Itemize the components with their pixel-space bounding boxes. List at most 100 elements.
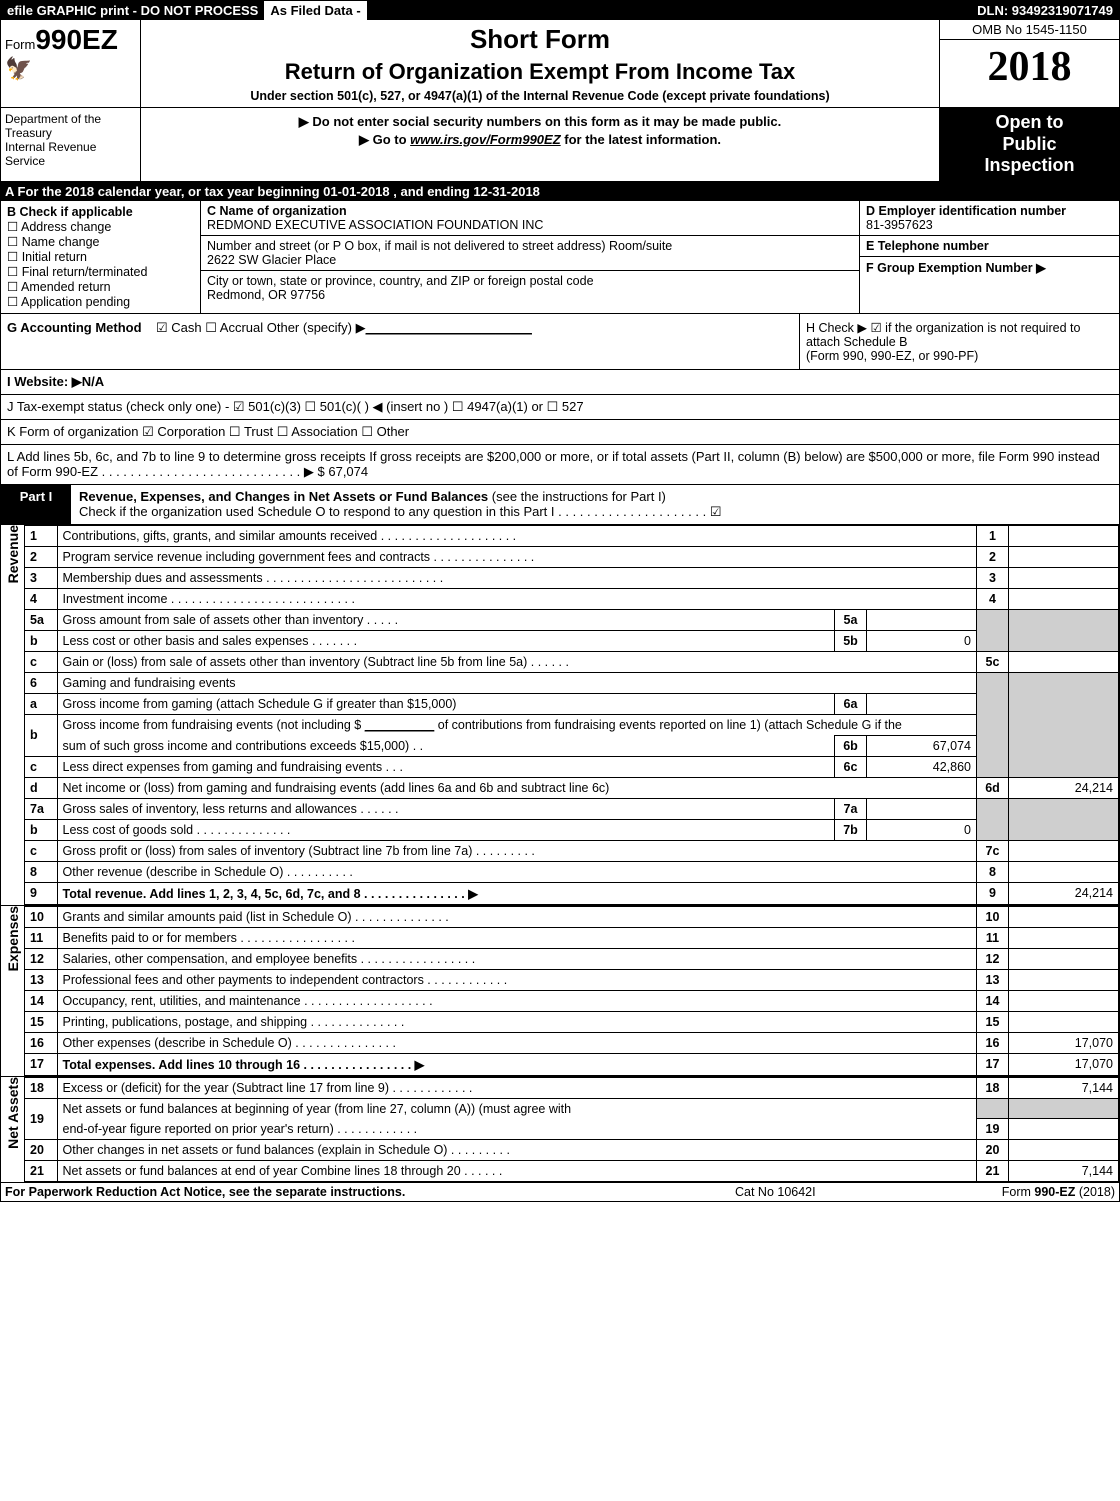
- part-1-paren: (see the instructions for Part I): [488, 489, 666, 504]
- phone-label: E Telephone number: [866, 239, 989, 253]
- page-footer: For Paperwork Reduction Act Notice, see …: [1, 1183, 1119, 1201]
- section-def: D Employer identification number 81-3957…: [859, 201, 1119, 313]
- sched-b-line1: H Check ▶ ☑ if the organization is not r…: [806, 320, 1113, 349]
- accounting-other-line[interactable]: _______________________: [366, 320, 532, 335]
- line-7c: cGross profit or (loss) from sales of in…: [25, 840, 1119, 861]
- paperwork-notice: For Paperwork Reduction Act Notice, see …: [5, 1185, 735, 1199]
- line-6b-1: bGross income from fundraising events (n…: [25, 714, 1119, 735]
- org-name-label: C Name of organization: [207, 204, 347, 218]
- line-6b-2: sum of such gross income and contributio…: [25, 735, 1119, 756]
- group-exemption-cell: F Group Exemption Number ▶: [860, 257, 1119, 313]
- phone-cell: E Telephone number: [860, 236, 1119, 257]
- irs-eagle-icon: 🦅: [5, 56, 136, 82]
- chk-amended-return[interactable]: ☐ Amended return: [7, 279, 194, 294]
- efile-bar: efile GRAPHIC print - DO NOT PROCESS As …: [1, 1, 1119, 20]
- dln-label: DLN: 93492319071749: [971, 1, 1119, 20]
- section-i-website: I Website: ▶N/A: [1, 370, 1119, 395]
- form-header: Form990EZ 🦅 Short Form Return of Organiz…: [1, 20, 1119, 108]
- line-6a: aGross income from gaming (attach Schedu…: [25, 693, 1119, 714]
- line-17: 17Total expenses. Add lines 10 through 1…: [25, 1053, 1119, 1075]
- expenses-table: 10Grants and similar amounts paid (list …: [25, 906, 1119, 1076]
- section-c: C Name of organization REDMOND EXECUTIVE…: [201, 201, 859, 313]
- line-12: 12Salaries, other compensation, and empl…: [25, 948, 1119, 969]
- open-public-box: Open to Public Inspection: [939, 108, 1119, 181]
- line-19a: 19Net assets or fund balances at beginni…: [25, 1098, 1119, 1119]
- section-g: G Accounting Method ☑ Cash ☐ Accrual Oth…: [1, 314, 799, 369]
- line-21: 21Net assets or fund balances at end of …: [25, 1161, 1119, 1182]
- org-street-label: Number and street (or P O box, if mail i…: [207, 239, 672, 253]
- inspection: Inspection: [944, 155, 1115, 177]
- return-title: Return of Organization Exempt From Incom…: [149, 59, 931, 85]
- row-a-tax-year: A For the 2018 calendar year, or tax yea…: [1, 182, 1119, 201]
- public: Public: [944, 134, 1115, 156]
- ein-cell: D Employer identification number 81-3957…: [860, 201, 1119, 236]
- form-990ez-page: efile GRAPHIC print - DO NOT PROCESS As …: [0, 0, 1120, 1202]
- line-6: 6Gaming and fundraising events: [25, 672, 1119, 693]
- section-b: B Check if applicable ☐ Address change ☐…: [1, 201, 201, 313]
- goto-line: ▶ Go to www.irs.gov/Form990EZ for the la…: [145, 132, 935, 148]
- open-to: Open to: [944, 112, 1115, 134]
- goto-pre: ▶ Go to: [359, 132, 410, 147]
- goto-post: for the latest information.: [561, 132, 721, 147]
- line-7a: 7aGross sales of inventory, less returns…: [25, 798, 1119, 819]
- line-5a: 5aGross amount from sale of assets other…: [25, 609, 1119, 630]
- goto-link[interactable]: www.irs.gov/Form990EZ: [410, 132, 561, 147]
- efile-label: efile GRAPHIC print - DO NOT PROCESS: [1, 1, 264, 20]
- line-5c: cGain or (loss) from sale of assets othe…: [25, 651, 1119, 672]
- line-15: 15Printing, publications, postage, and s…: [25, 1011, 1119, 1032]
- line-11: 11Benefits paid to or for members . . . …: [25, 927, 1119, 948]
- expenses-section: Expenses 10Grants and similar amounts pa…: [1, 906, 1119, 1077]
- section-l-amount: $ 67,074: [318, 464, 369, 479]
- org-street: 2622 SW Glacier Place: [207, 253, 336, 267]
- omb-number: OMB No 1545-1150: [940, 20, 1119, 40]
- form-word: Form: [5, 37, 35, 52]
- chk-application-pending[interactable]: ☐ Application pending: [7, 294, 194, 309]
- revenue-sidelabel: Revenue: [1, 525, 25, 905]
- line-9: 9Total revenue. Add lines 1, 2, 3, 4, 5c…: [25, 882, 1119, 904]
- section-b-title: B Check if applicable: [7, 205, 194, 219]
- block-b-c-def: B Check if applicable ☐ Address change ☐…: [1, 201, 1119, 314]
- line-19b: end-of-year figure reported on prior yea…: [25, 1119, 1119, 1140]
- short-form-title: Short Form: [149, 24, 931, 55]
- chk-final-return[interactable]: ☐ Final return/terminated: [7, 264, 194, 279]
- org-name: REDMOND EXECUTIVE ASSOCIATION FOUNDATION…: [207, 218, 543, 232]
- header-title-block: Short Form Return of Organization Exempt…: [141, 20, 939, 107]
- org-city-label: City or town, state or province, country…: [207, 274, 594, 288]
- line-6c: cLess direct expenses from gaming and fu…: [25, 756, 1119, 777]
- revenue-content: 1Contributions, gifts, grants, and simil…: [25, 525, 1119, 905]
- part-1-title: Revenue, Expenses, and Changes in Net As…: [79, 489, 488, 504]
- section-l-gross-receipts: L Add lines 5b, 6c, and 7b to line 9 to …: [1, 445, 1119, 485]
- line-10: 10Grants and similar amounts paid (list …: [25, 906, 1119, 927]
- irs-label: Internal Revenue Service: [5, 140, 136, 168]
- block-g-h: G Accounting Method ☑ Cash ☐ Accrual Oth…: [1, 314, 1119, 370]
- cat-no: Cat No 10642I: [735, 1185, 935, 1199]
- line-2: 2Program service revenue including gover…: [25, 546, 1119, 567]
- chk-initial-return[interactable]: ☐ Initial return: [7, 249, 194, 264]
- part-1-label: Part I: [1, 485, 71, 524]
- ein-value: 81-3957623: [866, 218, 933, 232]
- line-8: 8Other revenue (describe in Schedule O) …: [25, 861, 1119, 882]
- line-16: 16Other expenses (describe in Schedule O…: [25, 1032, 1119, 1053]
- net-assets-sidelabel: Net Assets: [1, 1077, 25, 1183]
- chk-address-change[interactable]: ☐ Address change: [7, 219, 194, 234]
- accounting-method-opts[interactable]: ☑ Cash ☐ Accrual Other (specify) ▶: [156, 320, 366, 335]
- chk-name-change[interactable]: ☐ Name change: [7, 234, 194, 249]
- expenses-content: 10Grants and similar amounts paid (list …: [25, 906, 1119, 1076]
- form-number: 990EZ: [35, 24, 118, 55]
- form-number-block: Form990EZ 🦅: [1, 20, 141, 107]
- line-1: 1Contributions, gifts, grants, and simil…: [25, 525, 1119, 546]
- section-k-form-org: K Form of organization ☑ Corporation ☐ T…: [1, 420, 1119, 445]
- org-city: Redmond, OR 97756: [207, 288, 325, 302]
- section-h: H Check ▶ ☑ if the organization is not r…: [799, 314, 1119, 369]
- header-right-block: OMB No 1545-1150 2018: [939, 20, 1119, 107]
- tax-year: 2018: [940, 40, 1119, 94]
- net-assets-section: Net Assets 18Excess or (deficit) for the…: [1, 1077, 1119, 1184]
- line-14: 14Occupancy, rent, utilities, and mainte…: [25, 990, 1119, 1011]
- part-1-title-block: Revenue, Expenses, and Changes in Net As…: [71, 485, 1119, 524]
- instruction-block: ▶ Do not enter social security numbers o…: [141, 108, 939, 181]
- part-1-header: Part I Revenue, Expenses, and Changes in…: [1, 485, 1119, 525]
- dept-block: Department of the Treasury Internal Reve…: [1, 108, 141, 181]
- dept-treasury: Department of the Treasury: [5, 112, 136, 140]
- line-3: 3Membership dues and assessments . . . .…: [25, 567, 1119, 588]
- line-4: 4Investment income . . . . . . . . . . .…: [25, 588, 1119, 609]
